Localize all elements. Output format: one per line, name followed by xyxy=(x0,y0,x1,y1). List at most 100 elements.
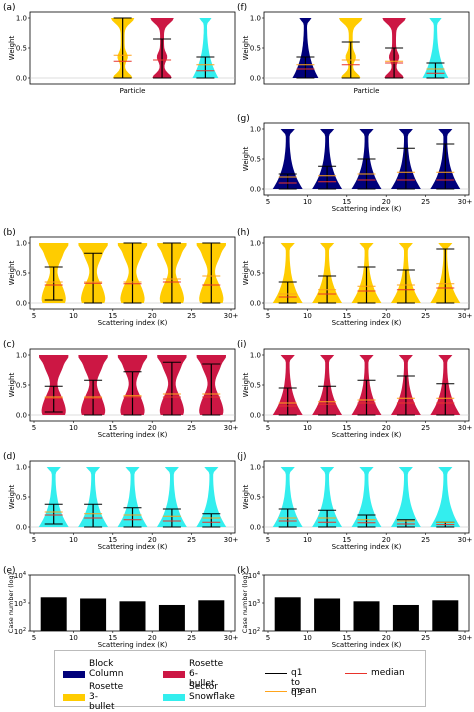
y-tick-exponent: 2 xyxy=(23,627,26,633)
violin-body xyxy=(312,129,343,189)
violin-body xyxy=(422,18,449,78)
x-tick-label: 25 xyxy=(187,634,196,642)
y-tick-label: 0.5 xyxy=(250,382,261,390)
legend-line xyxy=(265,691,287,692)
y-tick-label: 0.0 xyxy=(250,300,261,308)
panel-label: (a) xyxy=(3,3,16,13)
y-tick-label: 104 xyxy=(14,571,26,580)
y-tick-label: 0.0 xyxy=(250,524,261,532)
x-tick-label: 30+ xyxy=(458,424,473,432)
x-tick-label: 25 xyxy=(421,312,430,320)
x-tick-label: 20 xyxy=(382,312,391,320)
x-tick-label: 15 xyxy=(342,424,351,432)
bar xyxy=(432,600,459,631)
x-tick-label: 30+ xyxy=(458,198,473,206)
y-tick-label: 0.5 xyxy=(16,270,27,278)
x-tick-label: 5 xyxy=(32,424,36,432)
x-tick-label: 20 xyxy=(382,424,391,432)
y-tick-label: 0.5 xyxy=(250,45,261,53)
y-tick-label: 1.0 xyxy=(250,240,261,248)
legend-swatch xyxy=(163,694,185,701)
legend-label: mean xyxy=(291,686,317,696)
x-tick-label: 30+ xyxy=(458,312,473,320)
bar xyxy=(392,604,419,631)
x-tick-label: 10 xyxy=(69,424,78,432)
violin-body xyxy=(390,467,421,527)
y-tick-label: 0.0 xyxy=(250,75,261,83)
x-tick-label: 5 xyxy=(32,312,36,320)
y-tick-label: 102 xyxy=(14,627,26,636)
x-tick-label: 30+ xyxy=(458,634,473,642)
y-axis-label: Weight xyxy=(8,36,16,61)
bar xyxy=(353,601,380,631)
x-axis-label: Scattering index (K) xyxy=(332,641,402,649)
violin-body xyxy=(196,467,227,527)
y-axis-label: Weight xyxy=(242,373,250,398)
x-tick-label: 30+ xyxy=(458,536,473,544)
y-tick-label: 0.5 xyxy=(16,382,27,390)
violin-body xyxy=(38,467,69,527)
x-tick-label: 15 xyxy=(342,198,351,206)
legend: Block Column Rosette 6-bullet q1 to q3 medi… xyxy=(54,650,426,712)
y-tick-label: 0.0 xyxy=(16,412,27,420)
y-axis-label: Weight xyxy=(242,147,250,172)
bar xyxy=(80,598,107,631)
y-tick-label: 0.0 xyxy=(16,300,27,308)
x-tick-label: 5 xyxy=(32,536,36,544)
y-axis-label: Weight xyxy=(8,485,16,510)
y-tick-label: 1.0 xyxy=(16,240,27,248)
x-axis-label: Scattering index (K) xyxy=(98,319,168,327)
y-tick-label: 1.0 xyxy=(250,15,261,23)
x-tick-label: 15 xyxy=(342,312,351,320)
x-axis-label: Particle xyxy=(354,87,380,95)
y-tick-label: 0.0 xyxy=(250,412,261,420)
legend-label: Sector Snowflake xyxy=(189,682,235,702)
bar xyxy=(40,597,67,631)
x-tick-label: 20 xyxy=(382,634,391,642)
violin-body xyxy=(272,467,303,527)
x-tick-label: 30+ xyxy=(224,634,239,642)
x-tick-label: 15 xyxy=(342,634,351,642)
violin-body xyxy=(39,355,69,415)
x-axis-label: Particle xyxy=(120,87,146,95)
bar xyxy=(314,598,341,631)
x-tick-label: 25 xyxy=(421,634,430,642)
y-tick-label: 104 xyxy=(248,571,260,580)
legend-line xyxy=(265,673,287,674)
y-axis-label: Weight xyxy=(242,485,250,510)
x-axis-label: Scattering index (K) xyxy=(332,543,402,551)
y-tick-label: 0.5 xyxy=(16,45,27,53)
panel-label: (f) xyxy=(237,3,247,13)
x-tick-label: 20 xyxy=(382,536,391,544)
y-axis-label: Weight xyxy=(242,36,250,61)
x-tick-label: 25 xyxy=(187,424,196,432)
y-tick-label: 1.0 xyxy=(16,352,27,360)
y-tick-label: 103 xyxy=(14,599,26,608)
x-tick-label: 10 xyxy=(69,312,78,320)
x-tick-label: 15 xyxy=(108,424,117,432)
panel-label: (c) xyxy=(3,340,15,350)
y-tick-exponent: 4 xyxy=(257,571,260,577)
violin-body xyxy=(272,243,303,303)
x-tick-label: 25 xyxy=(421,424,430,432)
y-axis-label: Weight xyxy=(242,261,250,286)
violin-body xyxy=(78,467,109,527)
x-axis-label: Scattering index (K) xyxy=(332,431,402,439)
y-axis-label: Case number (log) xyxy=(241,573,249,633)
violin-body xyxy=(430,467,461,527)
x-tick-label: 10 xyxy=(303,198,312,206)
x-tick-label: 25 xyxy=(421,536,430,544)
x-tick-label: 20 xyxy=(148,312,157,320)
x-tick-label: 30+ xyxy=(224,424,239,432)
x-tick-label: 15 xyxy=(108,312,117,320)
violin-body xyxy=(312,243,343,303)
y-tick-exponent: 2 xyxy=(257,627,260,633)
x-tick-label: 30+ xyxy=(224,536,239,544)
y-tick-label: 0.5 xyxy=(16,494,27,502)
y-tick-label: 1.0 xyxy=(16,464,27,472)
panel-label: (e) xyxy=(3,566,16,576)
violin-body xyxy=(117,467,148,527)
violin-body xyxy=(292,18,319,78)
panel-label: (b) xyxy=(3,228,16,238)
x-tick-label: 10 xyxy=(69,634,78,642)
